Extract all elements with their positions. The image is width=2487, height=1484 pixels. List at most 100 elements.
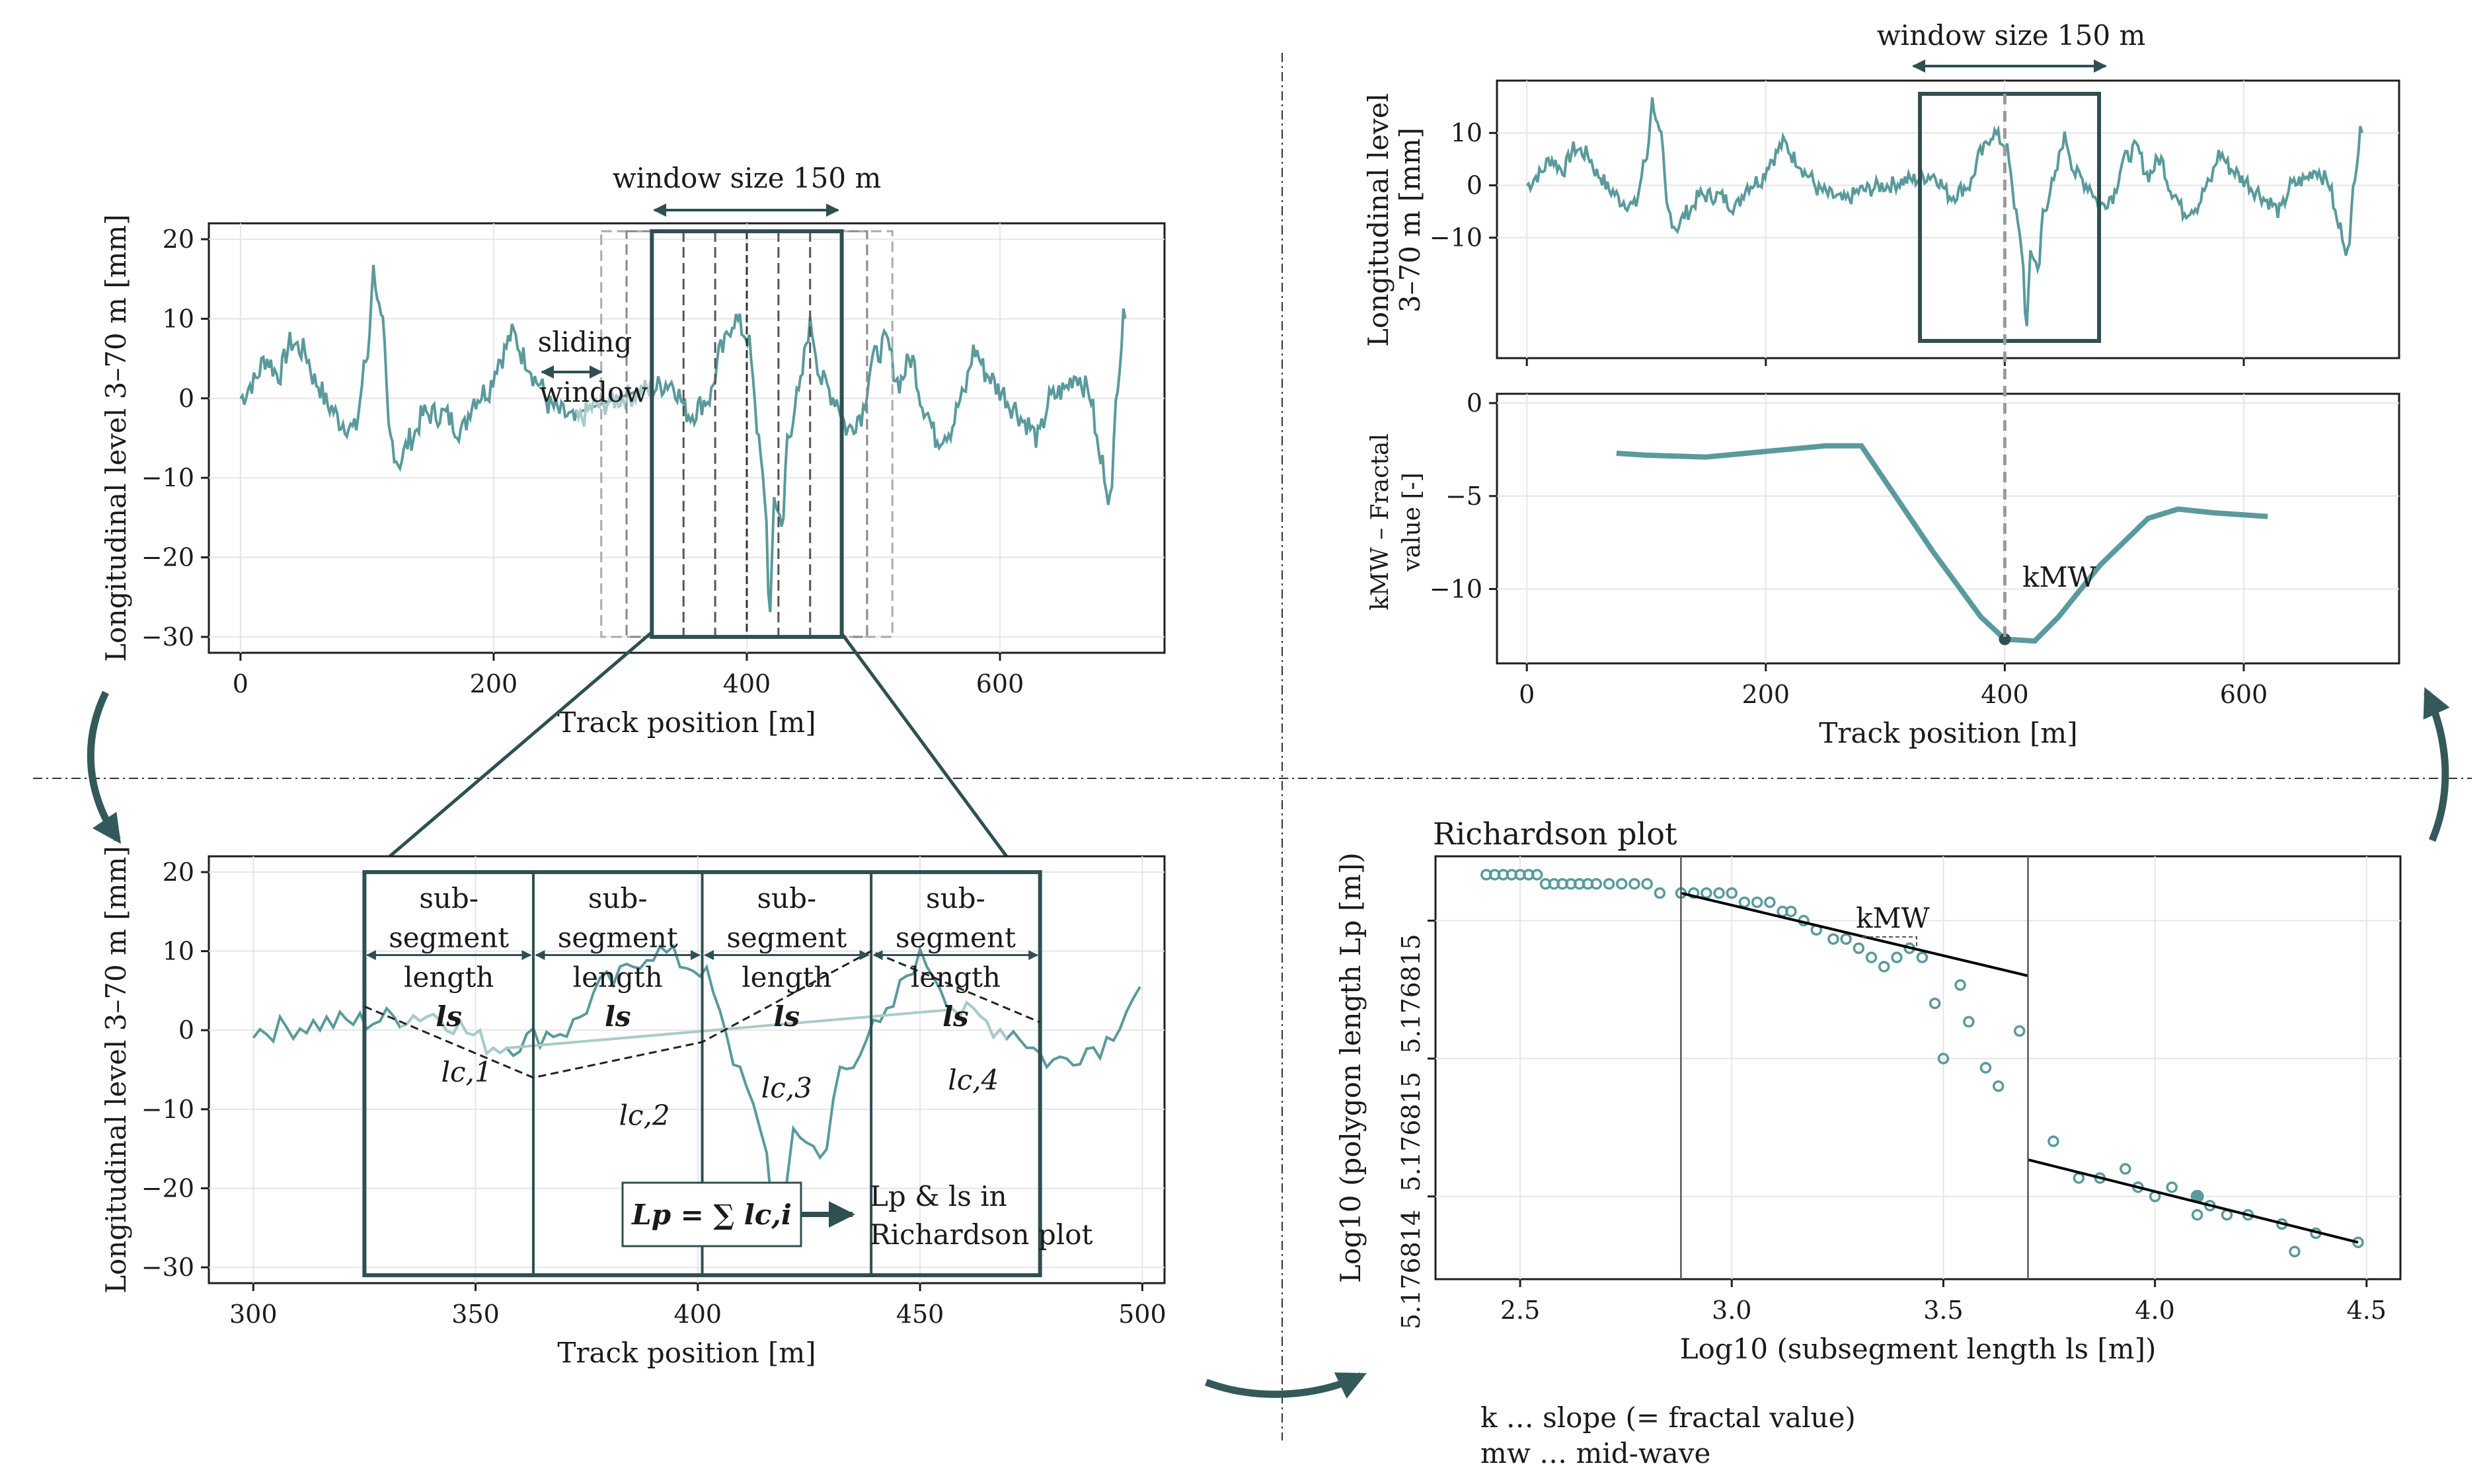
panel-b-ticks: 300 350 400 450 500 20 10 0 −10 −20 −30 [141,858,1167,1329]
x-tick-label: 400 [723,669,771,698]
x-tick-label: 600 [2220,680,2268,709]
data-point [2191,1208,2203,1221]
panel-c-window-box [1918,92,2101,343]
data-point [1865,951,1878,963]
data-point [1878,961,1890,973]
segment-label-3: length [573,961,663,993]
panel-e-ylabel: Log10 (polygon length Lp [m]) [1334,852,1367,1283]
x-tick-label: 2.5 [1500,1296,1540,1325]
panel-e-axes [1434,855,2402,1280]
panel-c: 10 0 −10 window size 150 m Longitudinal le… [1362,19,2400,366]
panel-a-xlabel: Track position [m] [557,706,816,739]
x-tick-label: 450 [896,1300,944,1329]
data-point [1963,1016,1975,1028]
data-point [1590,877,1603,890]
x-tick-label: 3.0 [1712,1296,1751,1325]
panel-a-window-label: window size 150 m [613,162,882,194]
y-tick-label: 0 [178,384,194,413]
segment-label-3: length [742,961,831,993]
data-point [1654,887,1666,899]
data-point [1616,877,1628,890]
data-point [2013,1025,2026,1037]
segment-label-1: sub- [419,882,478,914]
chord-label: lc,4 [948,1064,999,1096]
x-tick-label: 4.0 [2135,1296,2174,1325]
y-tick-label: 20 [163,858,194,887]
data-point [1726,887,1738,899]
y-tick-label: −5 [1445,482,1482,511]
y-tick-label: −20 [141,1173,194,1203]
legend-line1: k … slope (= fractal value) [1480,1401,1856,1434]
x-tick-label: 350 [451,1300,500,1329]
segment-label-1: sub- [926,882,985,914]
data-point [1937,1053,1950,1064]
data-point [1764,896,1776,909]
y-tick-label: −10 [1430,574,1482,603]
panel-d-axes [1496,392,2400,665]
y-tick-label: −30 [141,1253,194,1282]
formula-text: Lp = ∑ lc,i [631,1199,792,1231]
flow-arrow-a-to-b [87,690,121,844]
y-tick-label: 5.176815 [1397,934,1426,1053]
panel-d-ticks: 0 200 400 600 0 −5 −10 [1430,389,2268,709]
zoom-line-left [362,632,652,880]
flow-arrow-b-to-e [1205,1372,1367,1399]
data-point [2289,1245,2301,1258]
panel-c-window-label: window size 150 m [1877,19,2146,52]
fit-line [1680,891,2028,977]
y-tick-label: 5.176815 [1397,1072,1426,1191]
slope-label: kMW [1856,902,1930,934]
panel-b-signal-light [399,1000,1008,1057]
segment-label-1: sub- [588,882,648,914]
panel-e-grid [1435,856,2400,1279]
panel-d-ylabel-1: kMW – Fractal [1367,433,1394,611]
data-point [1827,933,1839,945]
segment-ls: ls [942,1000,969,1033]
data-point [1853,942,1865,954]
data-point [1641,877,1653,890]
kmw-fractal-line [1616,443,2268,644]
chord-label: lc,1 [441,1056,492,1088]
panel-a-ticks: 0 200 400 600 20 10 0 −10 −20 −30 [141,225,1024,698]
data-point [1701,887,1712,899]
data-point [1785,905,1797,918]
panel-d-xlabel: Track position [m] [1819,717,2077,749]
data-point [1992,1080,2005,1092]
segment-ls: ls [774,1000,800,1033]
data-point [1840,933,1852,945]
x-tick-label: 400 [674,1300,722,1329]
segment-label-3: length [911,961,1001,993]
panel-e-ticks: 2.5 3.0 3.5 4.0 4.5 5.176815 5.176815 5.176814 [1397,919,2387,1329]
result-line1: Lp & ls in [870,1180,1007,1212]
segment-label-3: length [404,961,494,993]
kmw-point [1999,633,2011,646]
data-point [2047,1135,2059,1148]
x-tick-label: 4.5 [2347,1296,2387,1325]
data-point [1916,951,1929,963]
y-tick-label: −10 [1430,223,1482,252]
segment-label-2: segment [726,922,847,954]
panel-c-ylabel-2: 3–70 m [mm] [1394,128,1426,313]
panel-a-sliding-label: sliding [538,326,632,358]
y-tick-label: 10 [163,937,194,966]
y-tick-label: 10 [163,304,194,333]
y-tick-label: 0 [1467,389,1482,418]
data-point [1954,979,1966,991]
zoom-line-right [839,632,1025,880]
y-tick-label: −10 [141,1095,194,1124]
panel-a-ylabel: Longitudinal level 3–70 m [mm] [100,214,132,661]
x-tick-label: 200 [470,669,518,698]
highlight-point [2190,1189,2204,1203]
panel-a-axes [208,222,1166,654]
y-tick-label: −10 [141,463,194,492]
result-line2: Richardson plot [870,1218,1092,1251]
panel-e-title: Richardson plot [1433,816,1677,852]
panel-a-sliding-windows [600,229,894,639]
y-tick-label: 0 [178,1016,194,1045]
panel-a-signal-window-left [575,379,652,427]
y-tick-label: 20 [163,225,194,254]
legend-line2: mw … mid-wave [1480,1437,1710,1469]
data-point [1687,887,1700,899]
